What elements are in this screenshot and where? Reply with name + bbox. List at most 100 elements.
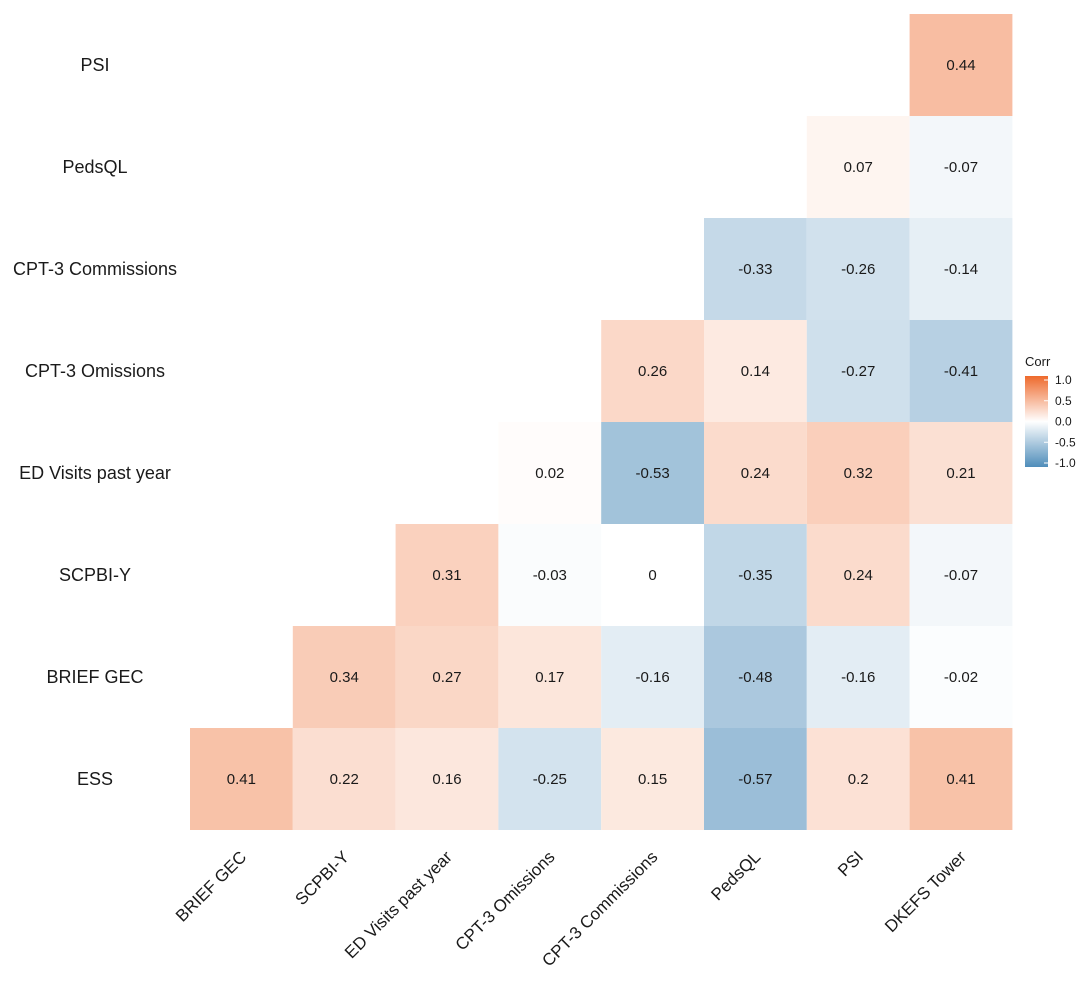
heatmap-cell	[498, 728, 602, 830]
heatmap-cell	[806, 218, 910, 320]
row-label: SCPBI-Y	[59, 565, 131, 585]
legend-tick-label: -1.0	[1055, 456, 1076, 470]
row-label: PSI	[80, 55, 109, 75]
cell-value-label: -0.57	[738, 771, 772, 788]
legend-tick-label: -0.5	[1055, 435, 1076, 449]
cell-value-label: -0.07	[944, 567, 978, 584]
legend: Corr 1.0 0.5 0.0 -0.5 -1.0	[1025, 354, 1076, 470]
cell-value-label: 0.32	[844, 465, 873, 482]
column-label: BRIEF GEC	[172, 847, 250, 925]
heatmap-cell	[395, 626, 499, 728]
cell-value-label: -0.53	[635, 465, 669, 482]
column-label: DKEFS Tower	[881, 847, 970, 936]
column-label: PedsQL	[707, 847, 764, 904]
cell-value-label: -0.27	[841, 363, 875, 380]
row-label: PedsQL	[62, 157, 127, 177]
legend-tick-label: 1.0	[1055, 373, 1072, 387]
cell-value-label: 0.34	[330, 669, 359, 686]
legend-tick-label: 0.5	[1055, 394, 1072, 408]
cell-value-label: 0.2	[848, 771, 869, 788]
heatmap-cell	[601, 422, 704, 524]
heatmap-cell	[395, 728, 499, 830]
cell-value-label: 0.02	[535, 465, 564, 482]
row-label: BRIEF GEC	[46, 667, 143, 687]
heatmap-cell	[601, 728, 704, 830]
heatmap-cell	[498, 524, 602, 626]
cell-value-label: 0.21	[946, 465, 975, 482]
heatmap-cell	[806, 320, 910, 422]
cell-value-label: 0.15	[638, 771, 667, 788]
row-labels: PSI PedsQL CPT-3 Commissions CPT-3 Omission…	[13, 55, 177, 789]
heatmap-cell	[909, 524, 1013, 626]
cell-value-label: 0.41	[227, 771, 256, 788]
cell-value-label: 0.07	[844, 159, 873, 176]
cell-value-label: -0.33	[738, 261, 772, 278]
cell-value-label: 0	[648, 567, 656, 584]
heatmap-cell	[498, 626, 602, 728]
cell-value-label: 0.24	[844, 567, 873, 584]
cell-value-label: 0.22	[330, 771, 359, 788]
heatmap-cell	[292, 728, 396, 830]
heatmap-cell	[704, 218, 807, 320]
cell-value-label: -0.14	[944, 261, 978, 278]
column-label: SCPBI-Y	[291, 847, 353, 909]
heatmap-cells: 0.44 0.07 -0.07 -0.33 -0.26 -0.14 0.26 0.14 -0.2…	[190, 14, 1013, 830]
heatmap-cell	[498, 422, 602, 524]
heatmap-cell	[704, 422, 807, 524]
cell-value-label: -0.16	[635, 669, 669, 686]
legend-tick-label: 0.0	[1055, 415, 1072, 429]
heatmap-cell	[601, 524, 704, 626]
column-label: CPT-3 Omissions	[452, 847, 559, 954]
cell-value-label: 0.27	[432, 669, 461, 686]
heatmap-cell	[806, 524, 910, 626]
cell-value-label: -0.16	[841, 669, 875, 686]
column-labels: BRIEF GEC SCPBI-YED Visits past yearCPT-3…	[172, 847, 970, 970]
cell-value-label: 0.41	[946, 771, 975, 788]
heatmap-cell	[909, 320, 1013, 422]
cell-value-label: 0.26	[638, 363, 667, 380]
heatmap-cell	[806, 728, 910, 830]
heatmap-cell	[909, 422, 1013, 524]
heatmap-cell	[704, 626, 807, 728]
column-label: ED Visits past year	[341, 847, 456, 962]
heatmap-cell	[704, 524, 807, 626]
cell-value-label: -0.02	[944, 669, 978, 686]
heatmap-cell	[909, 14, 1013, 116]
cell-value-label: 0.44	[946, 57, 975, 74]
cell-value-label: -0.48	[738, 669, 772, 686]
heatmap-cell	[395, 524, 499, 626]
heatmap-cell	[704, 320, 807, 422]
cell-value-label: -0.07	[944, 159, 978, 176]
row-label: ESS	[77, 769, 113, 789]
column-label: CPT-3 Commissions	[538, 847, 661, 970]
cell-value-label: -0.03	[533, 567, 567, 584]
heatmap-cell	[704, 728, 807, 830]
row-label: ED Visits past year	[19, 463, 171, 483]
heatmap-cell	[601, 626, 704, 728]
cell-value-label: 0.31	[432, 567, 461, 584]
legend-title: Corr	[1025, 354, 1051, 369]
heatmap-cell	[909, 728, 1013, 830]
cell-value-label: -0.35	[738, 567, 772, 584]
cell-value-label: 0.16	[432, 771, 461, 788]
column-label: PSI	[834, 847, 867, 880]
cell-value-label: -0.25	[533, 771, 567, 788]
cell-value-label: 0.14	[741, 363, 770, 380]
heatmap-cell	[909, 116, 1013, 218]
cell-value-label: 0.24	[741, 465, 770, 482]
heatmap-cell	[806, 626, 910, 728]
row-label: CPT-3 Omissions	[25, 361, 165, 381]
heatmap-cell	[601, 320, 704, 422]
heatmap-cell	[806, 116, 910, 218]
row-label: CPT-3 Commissions	[13, 259, 177, 279]
heatmap-cell	[190, 728, 293, 830]
heatmap-cell	[909, 626, 1013, 728]
cell-value-label: -0.26	[841, 261, 875, 278]
cell-value-label: -0.41	[944, 363, 978, 380]
legend-colorbar	[1025, 376, 1048, 467]
cell-value-label: 0.17	[535, 669, 564, 686]
heatmap-cell	[292, 626, 396, 728]
heatmap-cell	[909, 218, 1013, 320]
heatmap-cell	[806, 422, 910, 524]
